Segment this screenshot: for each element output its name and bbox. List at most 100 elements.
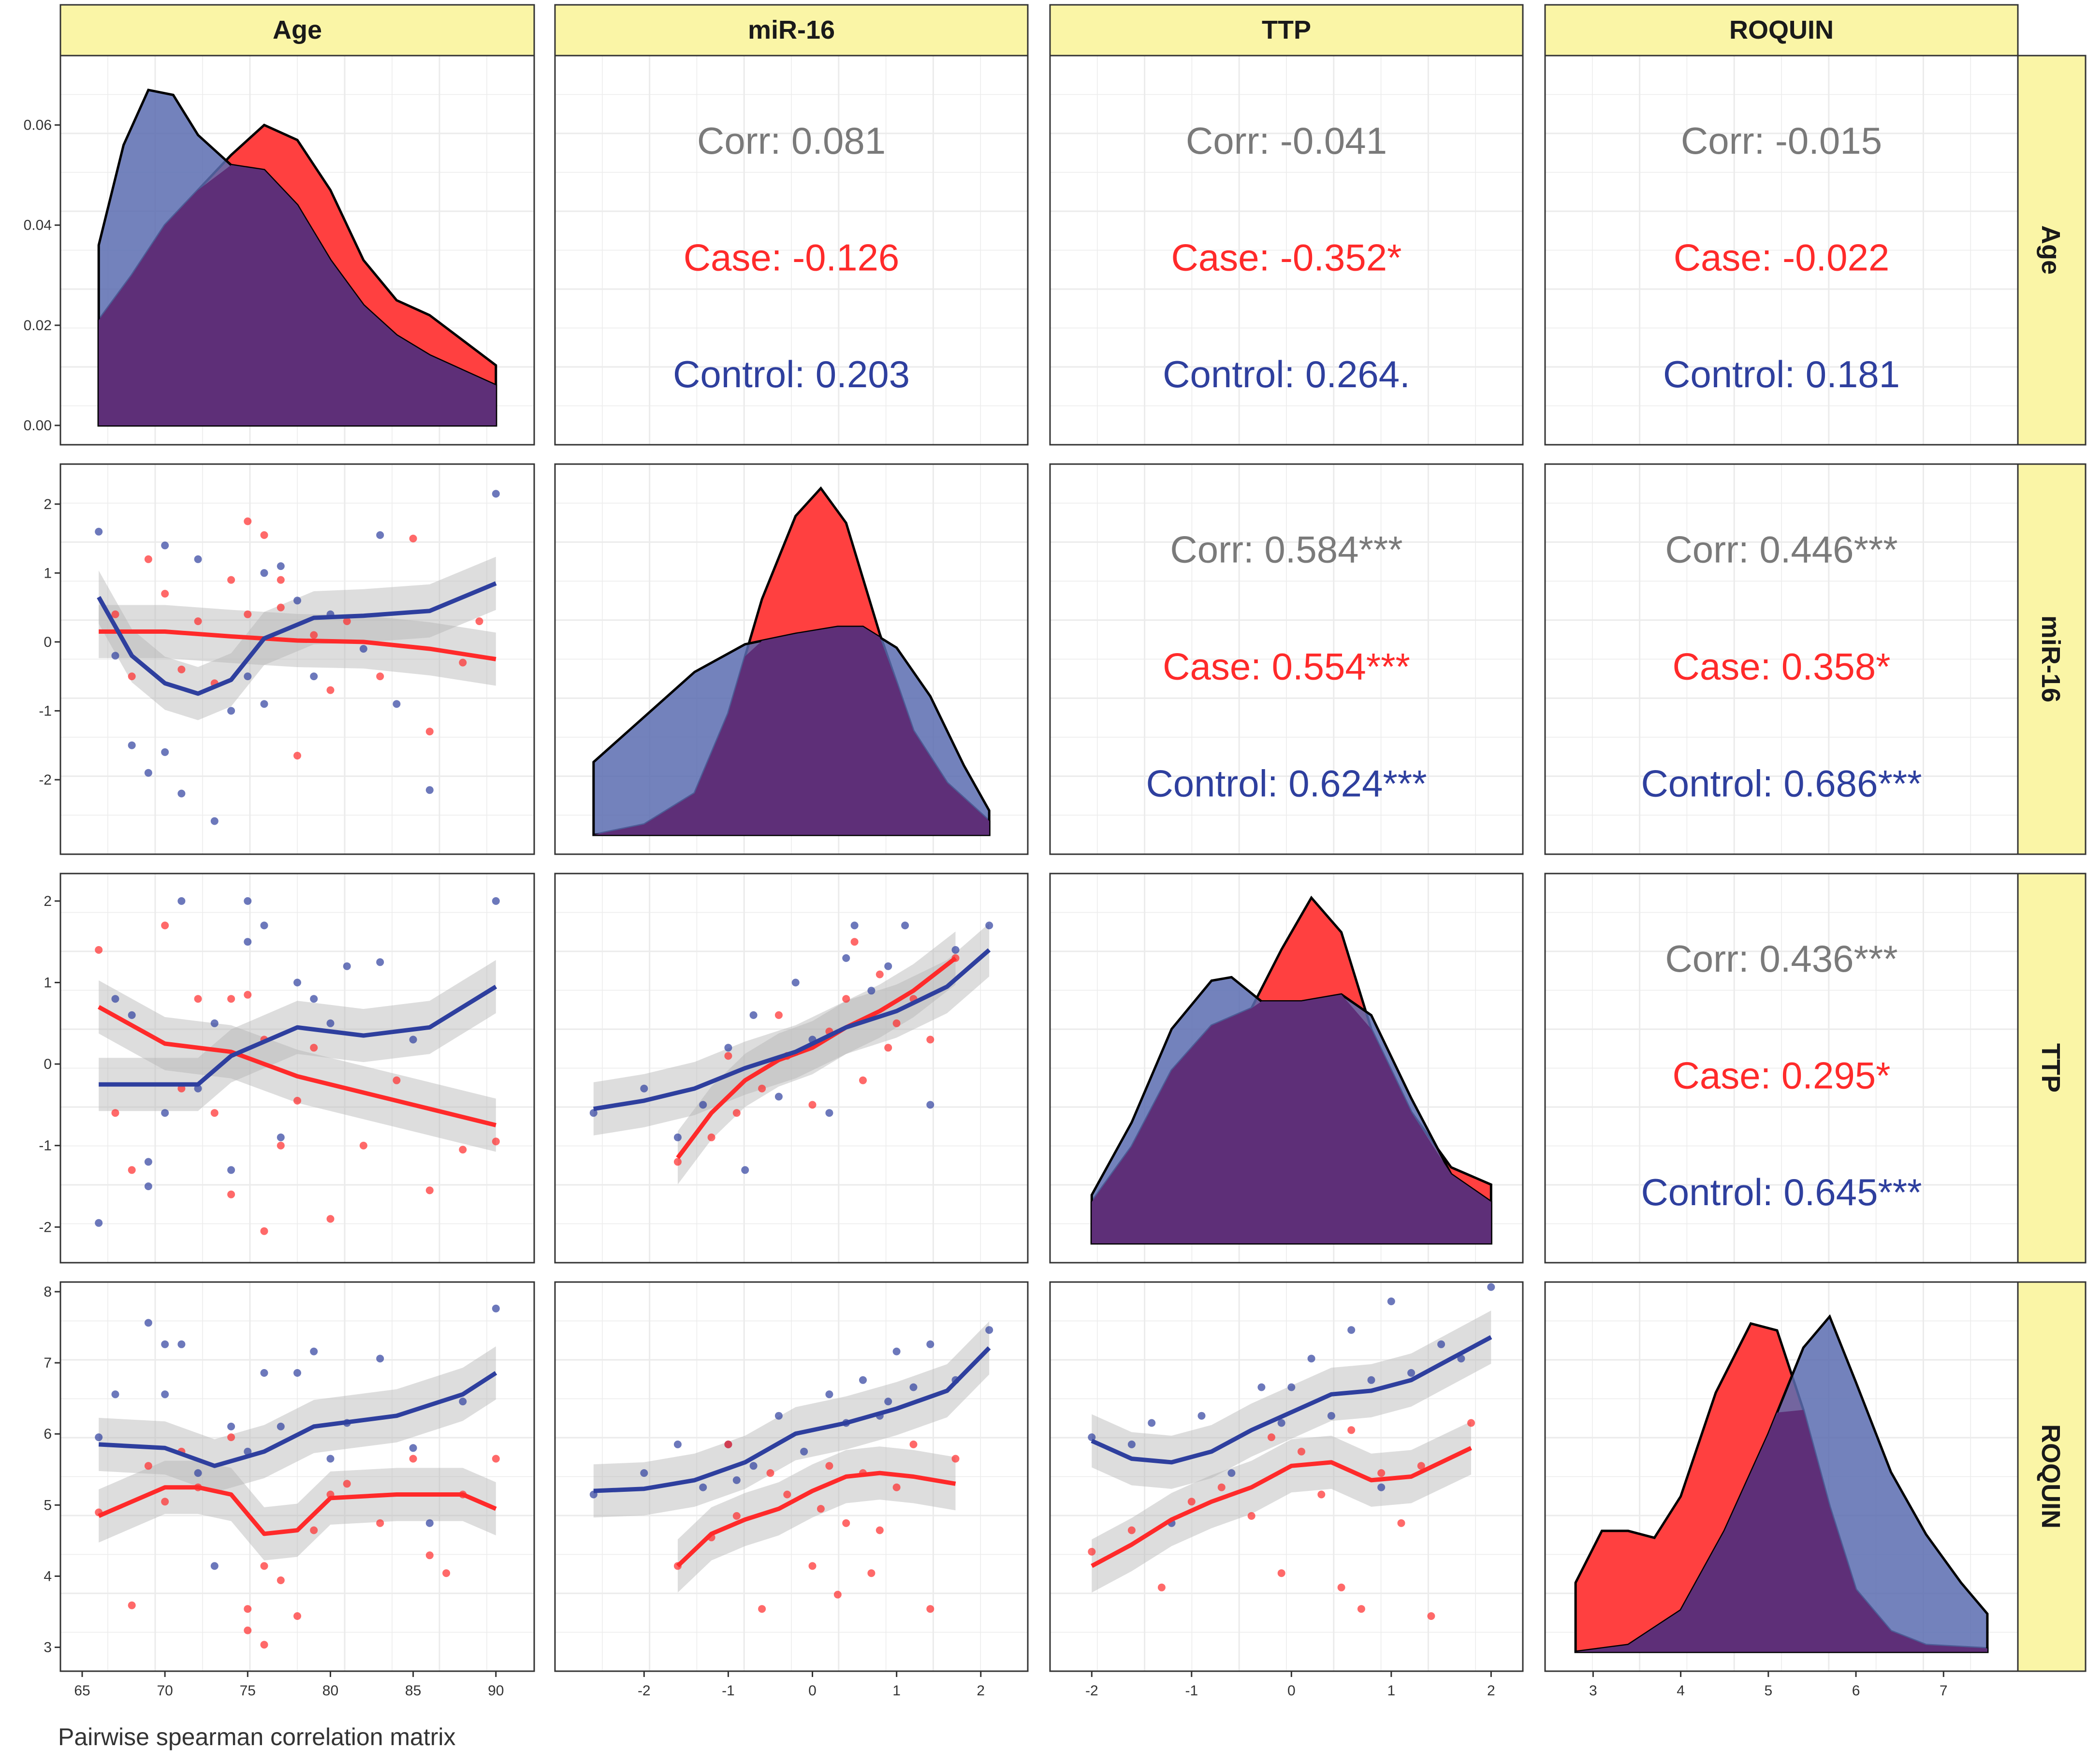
row-strip-roquin <box>2017 1281 2087 1672</box>
point-control <box>293 978 301 987</box>
panel-mir16-ttp: Corr: 0.584*** Case: 0.554*** Control: 0.6… <box>1050 464 1523 854</box>
smooth-line-case <box>1091 1446 1472 1568</box>
point-case <box>1317 1490 1326 1499</box>
point-case <box>260 1562 268 1570</box>
y-tick-label: -1 <box>39 1138 52 1154</box>
corr-overall: Corr: -0.041 <box>1186 119 1387 162</box>
point-control <box>277 1422 285 1430</box>
point-case <box>1298 1447 1305 1456</box>
smooth-line-case <box>676 1471 956 1568</box>
point-control <box>244 938 252 946</box>
point-case <box>393 1076 401 1084</box>
axis-layer: 65 70 75 80 85 90 -2 -1 0 1 2 -2 -1 0 1 2 3 4 5 6 70.000.020… <box>24 117 1948 1699</box>
point-control <box>393 700 401 708</box>
point-case <box>817 1505 825 1513</box>
point-case <box>244 610 252 618</box>
point-case <box>260 1227 268 1235</box>
point-control <box>1307 1355 1315 1363</box>
panel-border <box>59 463 535 855</box>
point-control <box>850 921 859 930</box>
point-case <box>277 1576 285 1584</box>
smooth-line-control <box>593 1346 991 1493</box>
point-case <box>277 603 285 612</box>
panel-border <box>1049 873 1524 1264</box>
strip-label-age: Age <box>273 15 322 44</box>
panel-mir16-age <box>60 464 534 854</box>
point-case <box>409 1455 417 1463</box>
point-control <box>985 1326 993 1334</box>
point-control <box>1437 1340 1445 1348</box>
x-tick-label: -1 <box>722 1683 735 1699</box>
point-case <box>425 728 434 736</box>
point-control <box>699 1101 707 1109</box>
y-tick-label: 0.00 <box>24 418 52 434</box>
point-control <box>326 1019 335 1027</box>
point-case <box>1157 1583 1166 1591</box>
point-control <box>1127 1440 1136 1448</box>
point-case <box>310 1044 318 1052</box>
point-case <box>244 991 252 999</box>
point-case <box>1377 1469 1386 1477</box>
point-control <box>842 954 850 962</box>
point-case <box>376 672 384 681</box>
point-case <box>128 1601 136 1609</box>
corr-case: Case: -0.022 <box>1674 236 1890 279</box>
point-case <box>808 1562 817 1570</box>
point-case <box>758 1605 766 1613</box>
point-case <box>1417 1462 1425 1470</box>
x-tick-label: 1 <box>892 1683 901 1699</box>
ribbon-case <box>99 605 496 686</box>
point-case <box>724 1052 732 1060</box>
point-control <box>1347 1326 1356 1334</box>
point-case <box>326 1215 335 1223</box>
point-control <box>376 958 384 966</box>
point-control <box>884 1398 892 1406</box>
point-case <box>293 1612 301 1620</box>
point-case <box>425 1551 434 1560</box>
x-tick-label: 7 <box>1940 1683 1948 1699</box>
point-case <box>227 1433 235 1442</box>
point-control <box>673 1440 682 1448</box>
point-control <box>260 1369 268 1377</box>
point-case <box>210 1109 219 1117</box>
point-case <box>1268 1433 1275 1442</box>
ribbon-control <box>99 1346 496 1493</box>
y-tick-label: -1 <box>39 703 52 719</box>
corr-case: Case: 0.554*** <box>1163 645 1410 688</box>
point-control <box>884 962 892 970</box>
point-case <box>128 1166 136 1174</box>
x-tick-label: 3 <box>1589 1683 1597 1699</box>
point-case <box>459 1146 467 1154</box>
x-tick-label: 75 <box>240 1683 256 1699</box>
row-strips: Age miR-16 TTP ROQUIN <box>2017 55 2087 1672</box>
point-case <box>724 1440 732 1448</box>
point-control <box>161 1109 169 1117</box>
corr-case: Case: -0.126 <box>684 236 900 279</box>
panel-roquin-mir16 <box>555 1282 1028 1671</box>
y-tick-label: 0.06 <box>24 117 52 133</box>
y-tick-label: 4 <box>44 1568 52 1584</box>
point-control <box>1227 1469 1236 1477</box>
point-control <box>1407 1369 1416 1377</box>
point-control <box>260 700 268 708</box>
point-case <box>926 1035 934 1044</box>
density-overlap <box>1092 994 1491 1243</box>
y-tick-label: 3 <box>44 1640 52 1656</box>
point-control <box>210 1019 219 1027</box>
point-control <box>774 1412 783 1420</box>
corr-case: Case: 0.295* <box>1673 1054 1891 1097</box>
point-control <box>111 995 119 1003</box>
point-control <box>144 769 152 777</box>
panel-roquin-ttp <box>1050 1282 1523 1671</box>
x-tick-label: 0 <box>1287 1683 1296 1699</box>
strip-label-mir16: miR-16 <box>748 15 835 44</box>
panel-age-age <box>60 56 534 445</box>
point-control <box>95 1219 103 1227</box>
point-case <box>409 535 417 542</box>
corr-control: Control: 0.686*** <box>1641 762 1922 805</box>
point-control <box>1487 1283 1495 1291</box>
corr-case: Case: 0.358* <box>1673 645 1891 688</box>
point-control <box>749 1011 758 1019</box>
y-tick-label: 8 <box>44 1284 52 1300</box>
